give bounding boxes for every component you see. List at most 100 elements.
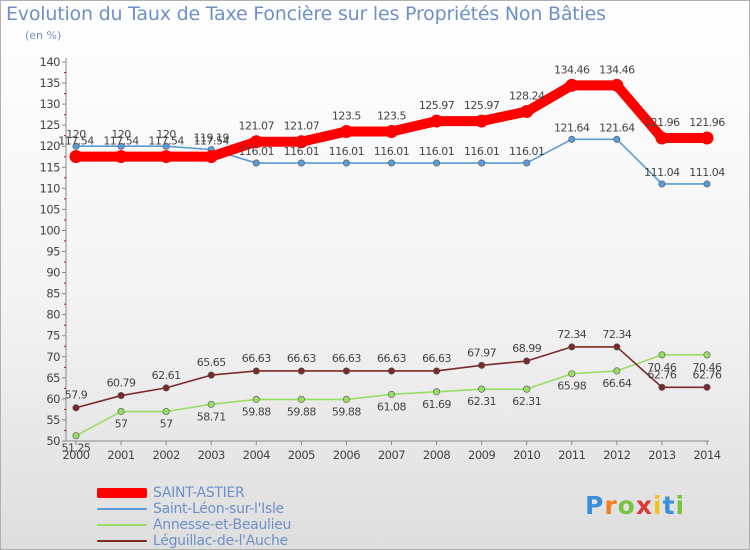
data-label-saint-astier: 128.24	[509, 90, 545, 103]
data-label-annesse: 57	[160, 418, 173, 431]
data-point-saint-astier	[385, 124, 398, 138]
data-label-saint-astier: 134.46	[554, 63, 590, 76]
data-label-leguillac: 57.9	[65, 389, 88, 402]
data-label-leguillac: 60.79	[107, 377, 136, 390]
data-point-saint-astier	[700, 131, 714, 145]
logo-letter: t	[662, 491, 676, 520]
data-point-saint-leon	[658, 180, 666, 188]
data-point-annesse	[342, 395, 350, 403]
data-label-leguillac: 62.76	[647, 368, 676, 381]
data-point-saint-astier	[339, 124, 353, 138]
x-tick-label: 2001	[107, 448, 134, 462]
data-point-saint-leon	[117, 142, 125, 150]
data-label-saint-leon: 121.64	[554, 121, 590, 134]
data-label-saint-astier: 134.46	[599, 63, 635, 76]
y-tick-label: 55	[46, 413, 60, 427]
data-label-saint-leon: 116.01	[374, 145, 410, 158]
y-tick-label: 140	[40, 55, 61, 69]
data-label-saint-leon: 116.01	[284, 145, 320, 158]
x-tick-label: 2002	[153, 448, 180, 462]
logo-letter: r	[604, 491, 618, 520]
data-point-leguillac	[478, 361, 486, 369]
y-tick-label: 60	[46, 392, 60, 406]
data-label-leguillac: 66.63	[242, 352, 271, 365]
proxiti-logo: Proxiti	[585, 491, 685, 520]
data-point-annesse	[162, 408, 170, 416]
data-label-saint-astier: 123.5	[377, 109, 406, 122]
data-point-saint-astier	[114, 150, 128, 164]
data-label-leguillac: 72.34	[557, 328, 586, 341]
y-tick-label: 135	[40, 76, 61, 90]
y-tick-label: 115	[40, 160, 61, 174]
data-label-annesse: 61.69	[422, 398, 451, 411]
x-tick-label: 2012	[603, 448, 630, 462]
x-tick-label: 2014	[693, 448, 720, 462]
data-label-saint-leon: 116.01	[239, 145, 275, 158]
data-point-saint-leon	[342, 159, 350, 167]
data-point-saint-astier	[430, 114, 444, 128]
data-point-annesse	[117, 408, 125, 416]
data-point-saint-leon	[478, 159, 486, 167]
data-point-saint-leon	[162, 142, 170, 150]
data-label-leguillac: 72.34	[602, 328, 631, 341]
data-label-annesse: 61.08	[377, 400, 406, 413]
legend-item: Annesse-et-Beaulieu	[97, 517, 291, 533]
legend-label: Annesse-et-Beaulieu	[153, 517, 292, 533]
data-point-annesse	[703, 351, 711, 359]
data-point-leguillac	[252, 367, 260, 375]
data-point-leguillac	[568, 343, 576, 351]
legend-item: SAINT-ASTIER	[97, 485, 291, 501]
x-tick-label: 2010	[513, 448, 540, 462]
data-point-annesse	[252, 395, 260, 403]
data-point-saint-leon	[252, 159, 260, 167]
data-point-annesse	[658, 351, 666, 359]
data-label-saint-astier: 117.54	[148, 135, 184, 148]
data-point-annesse	[613, 367, 621, 375]
data-label-saint-leon: 120	[66, 128, 86, 141]
data-label-saint-leon: 120	[111, 128, 131, 141]
data-label-annesse: 57	[115, 418, 128, 431]
data-label-saint-astier: 117.54	[58, 135, 94, 148]
data-label-saint-leon: 116.01	[419, 145, 455, 158]
data-point-saint-leon	[703, 180, 711, 188]
data-label-saint-leon: 116.01	[464, 145, 500, 158]
data-label-saint-astier: 121.96	[644, 116, 680, 129]
data-point-leguillac	[433, 367, 441, 375]
data-point-saint-leon	[387, 159, 395, 167]
legend-label: Saint-Léon-sur-l'Isle	[153, 501, 284, 517]
legend: SAINT-ASTIER Saint-Léon-sur-l'Isle Annesse…	[97, 485, 291, 549]
data-label-saint-astier: 121.96	[689, 116, 725, 129]
legend-item: Saint-Léon-sur-l'Isle	[97, 501, 291, 517]
data-label-leguillac: 62.61	[152, 369, 181, 382]
data-label-saint-astier: 125.97	[464, 99, 500, 112]
data-point-annesse	[433, 388, 441, 396]
data-label-leguillac: 62.76	[693, 368, 722, 381]
data-label-saint-leon: 119.19	[193, 132, 229, 145]
data-point-annesse	[568, 370, 576, 378]
legend-swatch	[97, 488, 147, 498]
data-label-annesse: 62.31	[467, 395, 496, 408]
data-point-saint-astier	[294, 135, 308, 149]
data-point-saint-astier	[520, 105, 534, 119]
legend-label: Léguillac-de-l'Auche	[153, 533, 288, 549]
data-point-annesse	[72, 432, 80, 440]
data-point-leguillac	[117, 392, 125, 400]
x-tick-label: 2005	[288, 448, 315, 462]
y-tick-label: 105	[40, 202, 61, 216]
data-point-annesse	[387, 390, 395, 398]
data-label-annesse: 59.88	[242, 405, 271, 418]
data-point-leguillac	[72, 404, 80, 412]
data-label-leguillac: 65.65	[197, 356, 226, 369]
data-label-saint-astier: 121.07	[239, 120, 275, 133]
data-point-saint-astier	[69, 150, 83, 164]
data-point-leguillac	[703, 383, 711, 391]
data-point-saint-leon	[433, 159, 441, 167]
data-label-annesse: 59.88	[332, 405, 361, 418]
data-label-annesse: 51.25	[62, 442, 91, 455]
data-point-annesse	[478, 385, 486, 393]
data-point-saint-leon	[613, 135, 621, 143]
logo-letter: o	[617, 491, 636, 520]
y-tick-label: 95	[46, 245, 60, 259]
data-point-saint-leon	[523, 159, 531, 167]
logo-letter: x	[635, 491, 653, 520]
